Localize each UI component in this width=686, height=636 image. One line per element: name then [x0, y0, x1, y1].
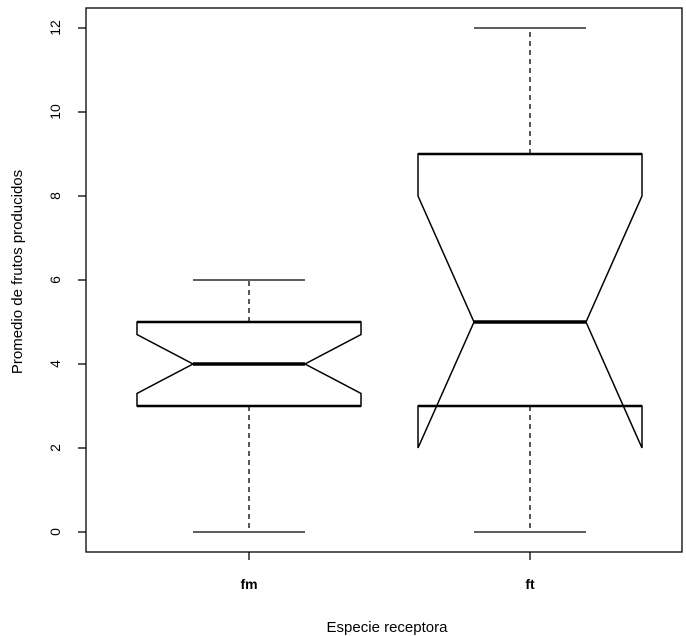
y-axis: 0 2 4 6 8 10 12 — [47, 20, 86, 536]
y-tick-label: 8 — [47, 192, 63, 200]
plot-frame — [85, 7, 683, 553]
y-axis-title: Promedio de frutos producidos — [9, 170, 26, 374]
x-axis-title: Especie receptora — [327, 619, 449, 636]
notched-box-outline — [417, 153, 643, 449]
y-tick-label: 0 — [47, 528, 63, 536]
y-tick-label: 10 — [47, 104, 63, 120]
x-tick-label-fm: fm — [240, 576, 257, 592]
y-tick-label: 4 — [47, 360, 63, 368]
box-fm — [136, 279, 362, 533]
box-ft — [417, 27, 643, 533]
x-axis: fm ft — [240, 552, 535, 592]
y-tick-label: 12 — [47, 20, 63, 36]
y-tick-label: 2 — [47, 444, 63, 452]
y-tick-label: 6 — [47, 276, 63, 284]
boxes — [136, 27, 643, 533]
x-tick-label-ft: ft — [525, 576, 535, 592]
